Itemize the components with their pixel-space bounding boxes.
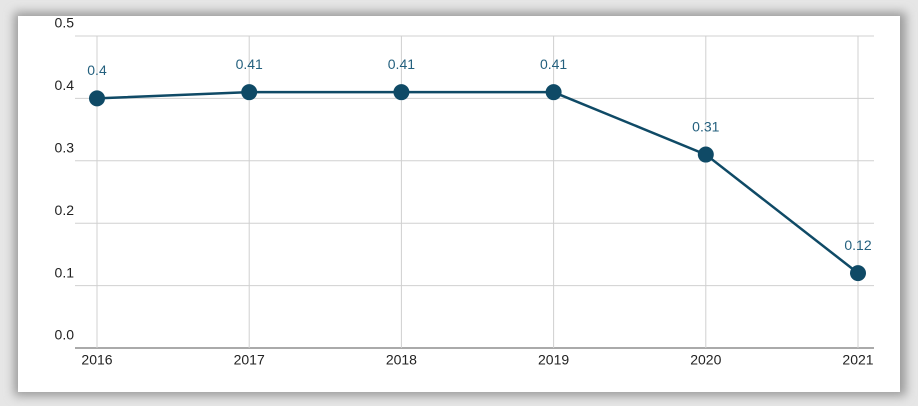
x-tick-label: 2017 [234,352,265,368]
panel [18,16,900,392]
y-tick-label: 0.4 [55,77,75,93]
marks: 0.4 0.41 0.41 0.41 0.31 0.12 [87,56,872,282]
line [96,90,859,275]
marker [89,90,105,107]
x-tick-label: 2016 [81,352,112,368]
marker [241,84,258,101]
data-label: 0.41 [236,56,263,72]
y-tick-label: 0.1 [55,264,75,280]
x-tick-label: 2019 [538,352,569,368]
data-label: 0.12 [844,237,871,253]
marker [545,84,562,101]
data-label: 0.41 [388,56,415,72]
data-label: 0.4 [87,62,107,78]
data-label: 0.41 [540,56,567,72]
marker [697,146,714,163]
y-tick-label: 0.2 [55,202,75,218]
x-tick-label: 2020 [690,352,721,368]
x-tick-label: 2018 [386,352,417,368]
y-tick-label: 0.5 [55,15,75,31]
data-label: 0.31 [692,118,719,134]
marker [850,265,866,282]
x-tick-label: 2021 [842,352,873,368]
marker [393,84,410,101]
y-tick-label: 0.0 [55,327,75,343]
grid: 0.0 0.1 0.2 0.3 0.4 0.5 2016 2017 2018 2019 2020 20… [55,15,874,368]
y-tick-label: 0.3 [55,140,75,156]
